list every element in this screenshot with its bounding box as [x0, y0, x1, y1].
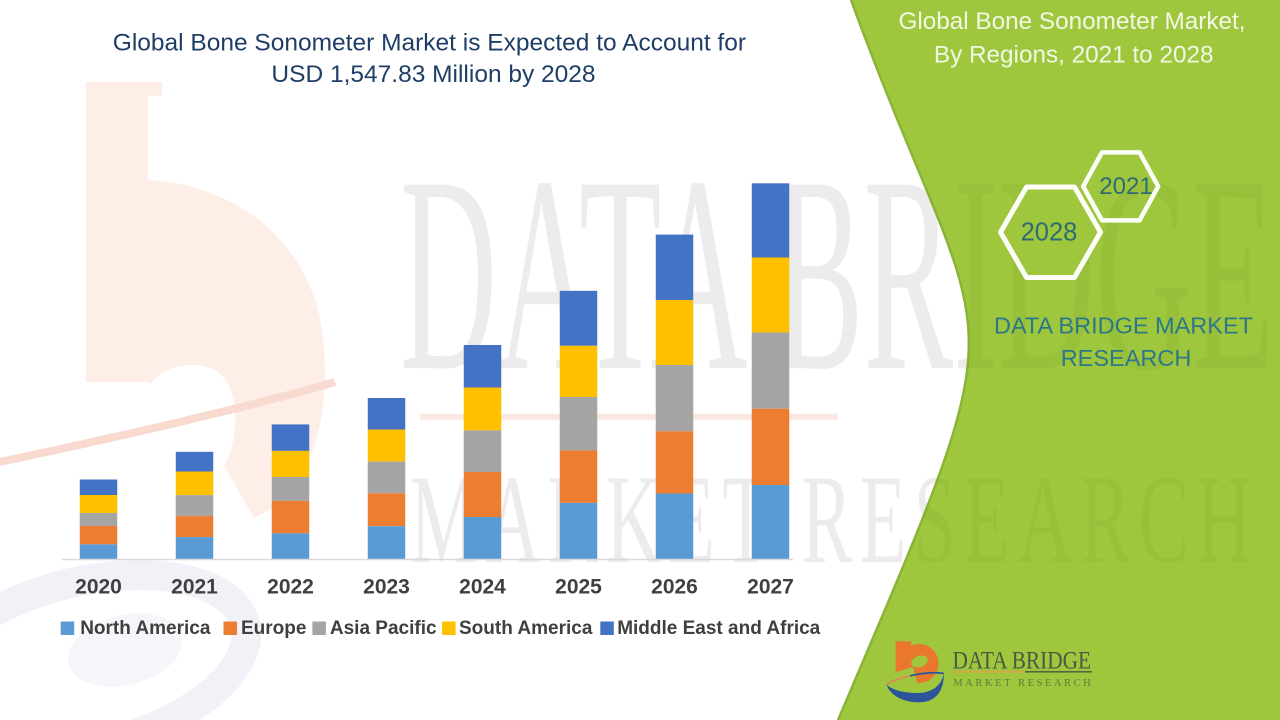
svg-text:2021: 2021: [1099, 173, 1152, 200]
svg-text:North America: North America: [80, 618, 211, 639]
svg-text:2024: 2024: [459, 576, 506, 599]
svg-text:2021: 2021: [171, 576, 218, 599]
svg-text:2020: 2020: [75, 576, 122, 599]
svg-text:2025: 2025: [555, 576, 602, 599]
svg-text:MARKET RESEARCH: MARKET RESEARCH: [953, 678, 1093, 689]
svg-text:Global Bone Sonometer Market i: Global Bone Sonometer Market is Expected…: [113, 29, 746, 56]
svg-text:Middle East and Africa: Middle East and Africa: [617, 618, 820, 639]
svg-text:RESEARCH: RESEARCH: [1061, 345, 1192, 371]
svg-text:South America: South America: [459, 618, 593, 639]
svg-text:2023: 2023: [363, 576, 410, 599]
svg-text:DATA BRIDGE MARKET: DATA BRIDGE MARKET: [994, 313, 1253, 339]
svg-text:2027: 2027: [747, 576, 794, 599]
svg-text:2022: 2022: [267, 576, 314, 599]
svg-text:By Regions, 2021 to 2028: By Regions, 2021 to 2028: [934, 42, 1214, 69]
svg-text:Asia Pacific: Asia Pacific: [330, 618, 437, 639]
svg-text:DATA BRIDGE: DATA BRIDGE: [953, 647, 1092, 675]
svg-text:USD 1,547.83 Million by 2028: USD 1,547.83 Million by 2028: [271, 61, 595, 88]
svg-text:Global Bone Sonometer Market,: Global Bone Sonometer Market,: [898, 8, 1245, 35]
svg-text:2028: 2028: [1021, 219, 1078, 247]
svg-text:2026: 2026: [651, 576, 698, 599]
svg-text:Europe: Europe: [241, 618, 306, 639]
